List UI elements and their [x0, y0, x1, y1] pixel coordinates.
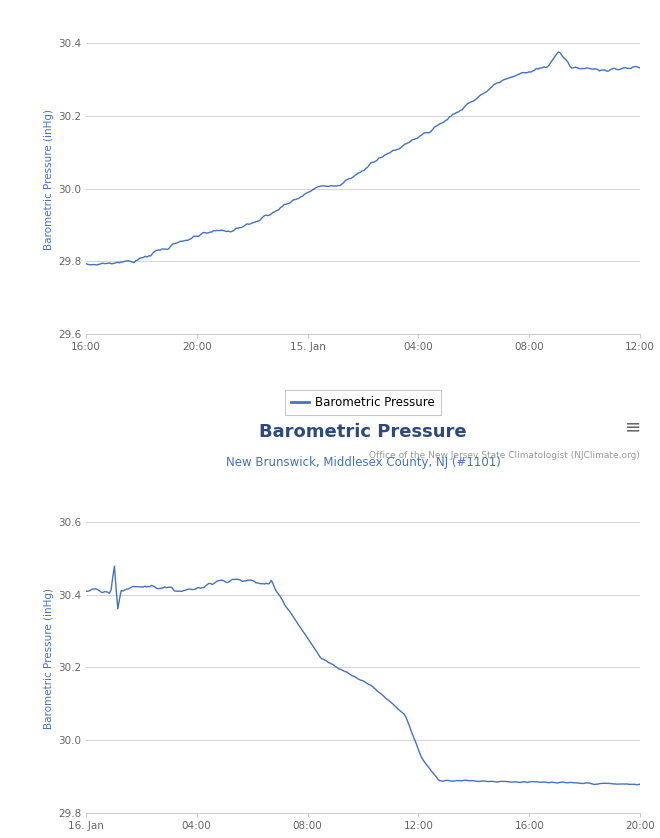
Legend: Barometric Pressure: Barometric Pressure — [285, 390, 441, 415]
Text: New Brunswick, Middlesex County, NJ (#1101): New Brunswick, Middlesex County, NJ (#11… — [226, 456, 500, 468]
Text: Barometric Pressure: Barometric Pressure — [259, 423, 467, 441]
Text: ≡: ≡ — [625, 418, 642, 437]
Text: Office of the New Jersey State Climatologist (NJClimate.org): Office of the New Jersey State Climatolo… — [370, 452, 640, 460]
Y-axis label: Barometric Pressure (inHg): Barometric Pressure (inHg) — [44, 109, 54, 250]
Y-axis label: Barometric Pressure (inHg): Barometric Pressure (inHg) — [44, 588, 54, 729]
